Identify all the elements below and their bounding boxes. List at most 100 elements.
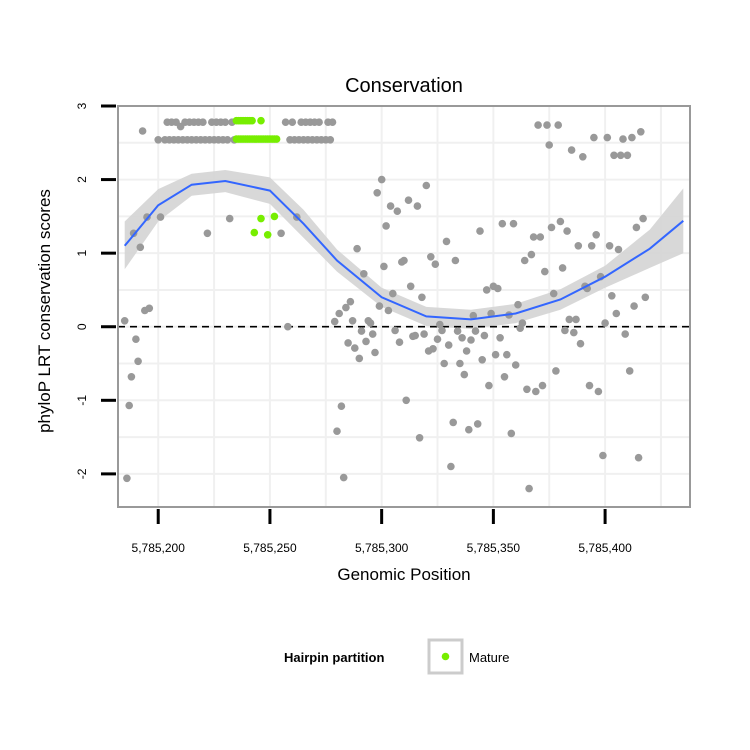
data-point-other bbox=[601, 319, 609, 327]
data-point-other bbox=[632, 223, 641, 232]
data-point-other bbox=[592, 231, 600, 239]
data-point-other bbox=[288, 118, 297, 126]
data-point-other bbox=[199, 118, 207, 126]
data-point-other bbox=[132, 335, 140, 344]
data-point-other bbox=[400, 256, 408, 265]
data-point-other bbox=[532, 387, 540, 396]
confidence-ribbon bbox=[124, 170, 684, 329]
data-point-other bbox=[509, 219, 518, 228]
data-point-other bbox=[433, 335, 442, 344]
data-point-other bbox=[342, 303, 350, 312]
data-point-other bbox=[603, 133, 612, 142]
data-point-other bbox=[507, 429, 516, 438]
data-point-other bbox=[281, 118, 290, 126]
data-point-other bbox=[427, 252, 435, 261]
data-point-other bbox=[393, 207, 402, 215]
y-axis-title: phyloP LRT conservation scores bbox=[35, 189, 54, 433]
gridlines bbox=[118, 105, 690, 507]
data-point-other bbox=[377, 175, 386, 184]
data-point-other bbox=[561, 326, 569, 335]
data-point-other bbox=[520, 256, 529, 265]
y-axis: -2 -1 0 1 2 3 bbox=[75, 102, 116, 479]
data-point-other bbox=[514, 300, 522, 309]
smooth-curve bbox=[123, 179, 684, 321]
data-point-other bbox=[389, 289, 397, 298]
data-point-other bbox=[395, 338, 404, 347]
chart-title: Conservation bbox=[345, 75, 463, 97]
data-point-other bbox=[523, 385, 531, 394]
data-point-other bbox=[223, 136, 232, 144]
data-point-other bbox=[518, 319, 527, 327]
data-point-other bbox=[594, 387, 603, 396]
data-point-mature bbox=[257, 116, 265, 125]
points-other bbox=[120, 118, 650, 493]
data-point-other bbox=[478, 356, 487, 364]
y-tick-label: 3 bbox=[75, 102, 89, 109]
data-point-other bbox=[634, 453, 643, 462]
data-point-other bbox=[547, 223, 556, 232]
data-point-other bbox=[525, 484, 533, 493]
data-point-other bbox=[284, 322, 292, 331]
data-point-other bbox=[585, 381, 594, 390]
x-axis: 5,785,200 5,785,250 5,785,300 5,785,350 5,78… bbox=[132, 509, 632, 555]
data-point-other bbox=[616, 151, 625, 160]
data-point-other bbox=[380, 262, 388, 271]
data-point-other bbox=[614, 245, 623, 254]
data-point-other bbox=[625, 367, 634, 375]
data-point-other bbox=[154, 136, 162, 144]
data-point-other bbox=[326, 136, 335, 144]
legend-title: Hairpin partition bbox=[284, 650, 384, 665]
data-point-other bbox=[127, 373, 136, 381]
data-point-other bbox=[574, 242, 583, 250]
smooth-line bbox=[123, 179, 684, 321]
data-point-other bbox=[476, 227, 484, 235]
y-tick-label: 1 bbox=[75, 249, 89, 256]
data-point-other bbox=[554, 121, 562, 129]
data-point-other bbox=[346, 297, 355, 306]
data-point-other bbox=[599, 451, 607, 460]
data-point-other bbox=[366, 319, 375, 327]
data-point-other bbox=[608, 292, 616, 300]
data-point-other bbox=[402, 396, 411, 405]
data-point-other bbox=[619, 135, 627, 143]
legend-mature-dot bbox=[441, 652, 450, 661]
data-point-other bbox=[471, 327, 480, 335]
data-point-mature bbox=[272, 135, 281, 143]
data-point-other bbox=[415, 434, 424, 442]
data-point-other bbox=[335, 309, 344, 318]
data-point-other bbox=[436, 320, 444, 329]
data-point-other bbox=[360, 270, 368, 278]
data-point-other bbox=[503, 350, 511, 359]
data-point-other bbox=[565, 315, 574, 324]
data-point-other bbox=[420, 330, 428, 338]
data-point-other bbox=[203, 229, 212, 238]
data-point-other bbox=[413, 202, 422, 210]
data-point-other bbox=[621, 330, 629, 338]
data-point-other bbox=[368, 330, 377, 338]
x-tick-label: 5,785,300 bbox=[355, 541, 409, 555]
data-point-mature bbox=[250, 228, 259, 237]
y-tick-label: -1 bbox=[75, 395, 89, 406]
data-point-other bbox=[440, 359, 449, 368]
data-point-mature bbox=[248, 116, 256, 125]
data-point-mature bbox=[257, 214, 265, 223]
data-point-other bbox=[482, 286, 491, 294]
data-point-other bbox=[391, 326, 399, 335]
data-point-other bbox=[125, 401, 133, 410]
data-point-other bbox=[453, 327, 462, 335]
y-tick-label: 0 bbox=[75, 323, 89, 330]
data-point-other bbox=[485, 381, 493, 390]
data-point-other bbox=[337, 402, 346, 411]
data-point-other bbox=[123, 474, 131, 483]
data-point-other bbox=[628, 133, 636, 142]
data-point-other bbox=[431, 260, 440, 269]
data-point-other bbox=[498, 219, 507, 228]
x-tick-label: 5,785,250 bbox=[243, 541, 297, 555]
x-tick-label: 5,785,350 bbox=[467, 541, 521, 555]
data-point-other bbox=[534, 121, 542, 129]
data-point-other bbox=[339, 473, 348, 482]
data-point-other bbox=[386, 202, 395, 210]
legend-label-mature: Mature bbox=[469, 650, 509, 665]
